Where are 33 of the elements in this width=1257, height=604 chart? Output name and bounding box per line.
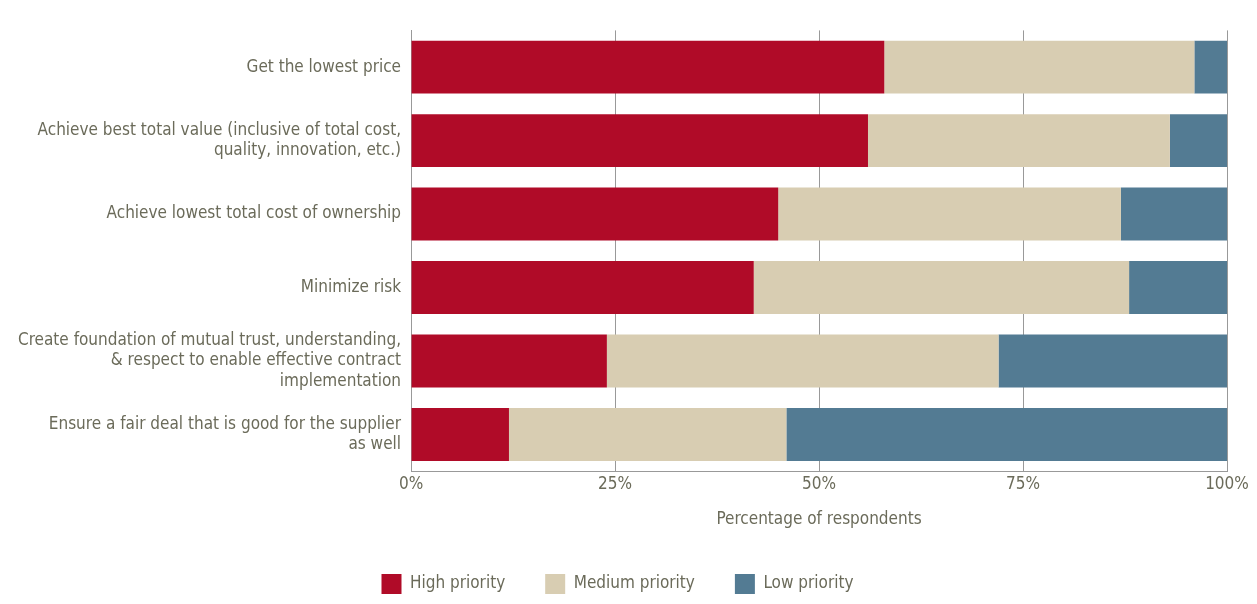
bar [778,187,1121,241]
y-tick-label: Ensure a fair deal that is good for the supplier as well [48,412,402,454]
legend-label: High priority [410,572,506,593]
x-tick-label: 50% [802,472,837,493]
y-tick-label: Minimize risk [300,275,402,296]
x-tick-label: 25% [598,472,633,493]
x-tick-label: 100% [1205,472,1249,493]
bar [867,114,1170,168]
bar [1129,261,1227,314]
x-axis-title: Percentage of respondents [716,508,922,529]
bar [411,187,779,241]
bar [508,408,787,461]
bar [411,114,868,168]
bar [606,334,999,388]
y-tick-label: Achieve lowest total cost of ownership [106,202,402,223]
bar [411,334,607,388]
legend-label: Low priority [763,572,854,593]
bar [1194,40,1227,94]
y-tick-label: Get the lowest price [246,55,402,76]
bar [884,40,1195,94]
y-tick-label: Create foundation of mutual trust, understanding, & respect to enable effective contract implementation [17,329,402,390]
bar [998,334,1227,388]
y-tick-label: Achieve best total value (inclusive of total cost, quality, innovation, etc.) [37,118,402,160]
x-tick-label: 75% [1006,472,1041,493]
legend-label: Medium priority [573,572,695,593]
bar [786,408,1227,461]
bar [411,40,885,94]
bar [411,408,509,461]
bar [1120,187,1227,241]
x-tick-label: 0% [398,472,424,493]
bar [1169,114,1227,168]
bar [411,261,754,314]
bar [753,261,1130,314]
